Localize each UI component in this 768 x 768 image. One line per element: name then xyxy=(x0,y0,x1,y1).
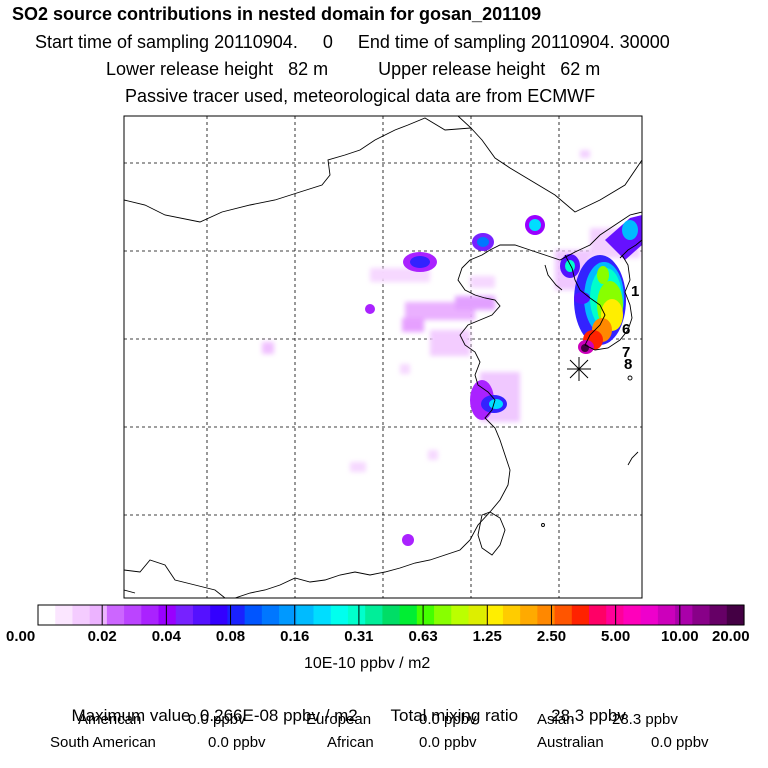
african-label: African xyxy=(327,734,374,751)
american-label: American xyxy=(78,711,142,728)
colorbar-tick-label: 0.02 xyxy=(87,628,117,645)
colorbar-tick-label: 0.04 xyxy=(151,628,181,645)
sampling-times: Start time of sampling 20110904. 0 End t… xyxy=(35,32,670,52)
american-value: 0.0 ppbv xyxy=(188,711,246,728)
colorbar-tick-label: 0.08 xyxy=(215,628,246,645)
gridlines xyxy=(124,116,642,598)
rank-label: 7 xyxy=(622,344,630,361)
australian-label: Australian xyxy=(537,734,604,751)
rank-label: 8 xyxy=(624,356,632,373)
tracer-note: Passive tracer used, meteorological data… xyxy=(125,86,596,106)
colorbar-tick-label: 0.63 xyxy=(408,628,438,645)
total-mixing-ratio: Total mixing ratio 28.3 ppbv xyxy=(390,706,626,725)
colorbar-tick-label: 2.50 xyxy=(536,628,567,645)
source-regions xyxy=(365,215,642,546)
asian-label: Asian xyxy=(537,711,575,728)
african-value: 0.0 ppbv xyxy=(419,734,477,751)
australian-value: 0.0 ppbv xyxy=(651,734,709,751)
map-frame xyxy=(123,115,643,599)
max-value: Maximum value 0.266E-08 ppbv / m2 xyxy=(71,706,358,725)
colorbar-tick-label: 0.00 xyxy=(6,628,36,645)
release-heights: Lower release height 82 m Upper release … xyxy=(106,59,601,79)
receptor-star-icon xyxy=(567,357,591,381)
colorbar-tick-label: 10.00 xyxy=(661,628,699,645)
coastlines xyxy=(124,116,642,598)
contribution-map: 1 6 7 8 xyxy=(123,115,643,599)
colorbar-tick-label: 0.16 xyxy=(280,628,310,645)
rank-label: 6 xyxy=(622,321,630,338)
colorbar-tick-label: 1.25 xyxy=(472,628,502,645)
colorbar-units: 10E-10 ppbv / m2 xyxy=(304,655,431,672)
colorbar-tick-label: 20.00 xyxy=(712,628,750,645)
rank-label: 1 xyxy=(631,283,639,300)
colorbar-tick-label: 5.00 xyxy=(601,628,631,645)
asian-value: 28.3 ppbv xyxy=(612,711,678,728)
european-label: European xyxy=(306,711,372,728)
max-and-total: Maximum value 0.266E-08 ppbv / m2 Total … xyxy=(62,686,626,726)
figure-title: SO2 source contributions in nested domai… xyxy=(12,4,542,24)
south-american-label: South American xyxy=(50,734,156,751)
colorbar-tick-label: 0.31 xyxy=(344,628,374,645)
european-value: 0.0 ppbv xyxy=(419,711,477,728)
south-american-value: 0.0 ppbv xyxy=(208,734,266,751)
